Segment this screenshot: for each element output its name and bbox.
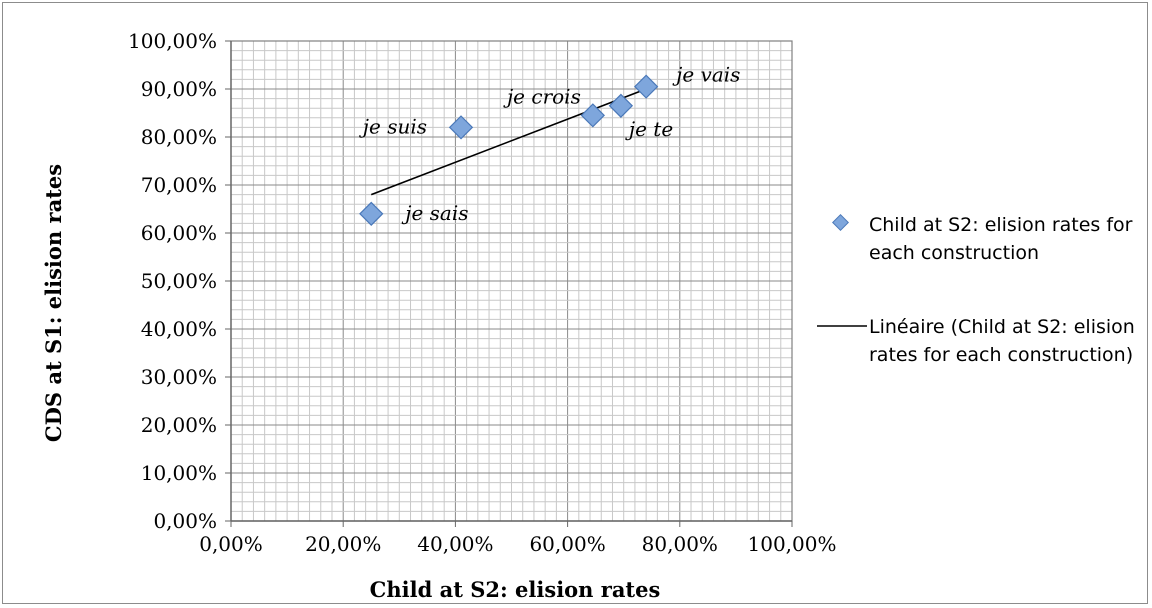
data-point-label: je sais [401,201,468,225]
data-point-label: je te [625,117,673,141]
legend-trendline-label: Linéaire (Child at S2: elision rates for … [869,316,1135,366]
x-tick-label: 60,00% [529,532,605,556]
x-tick-label: 0,00% [199,532,263,556]
data-point-marker [608,93,634,118]
y-tick-label: 40,00% [141,317,217,341]
data-point-marker [359,201,384,226]
x-tick-label: 20,00% [305,532,381,556]
data-points [359,74,659,226]
x-axis-title: Child at S2: elision rates [370,577,661,602]
grid [231,41,792,521]
y-tick-label: 20,00% [141,413,217,437]
data-point-marker [633,74,659,99]
legend-series-marker [832,214,849,231]
data-point-label: je crois [503,84,581,108]
y-tick-label: 50,00% [141,269,217,293]
trendline [370,88,647,196]
legend-series-label: Child at S2: elision rates for each const… [869,214,1133,264]
scatter-chart: 0,00% 20,00% 40,00% 60,00% 80,00% 100,00% 0,0… [41,29,1135,602]
point-labels: je sais je suis je crois je te je vais [359,63,741,225]
y-tick-label: 0,00% [153,509,217,533]
y-tick-label: 70,00% [141,173,217,197]
y-tick-label: 90,00% [141,77,217,101]
data-point-label: je vais [672,63,740,87]
data-point-marker [448,115,474,140]
y-tick-label: 100,00% [128,29,217,53]
y-tick-label: 80,00% [141,125,217,149]
y-tick-label: 60,00% [141,221,217,245]
legend: Child at S2: elision rates for each const… [817,214,1135,366]
x-tick-label: 80,00% [642,532,718,556]
y-tick-label: 30,00% [141,365,217,389]
x-tick-labels: 0,00% 20,00% 40,00% 60,00% 80,00% 100,00% [199,521,836,556]
data-point-marker [580,103,606,128]
x-tick-label: 100,00% [748,532,837,556]
y-tick-label: 10,00% [141,461,217,485]
x-tick-label: 40,00% [417,532,493,556]
y-axis-title: CDS at S1: elision rates [41,164,66,442]
data-point-label: je suis [359,114,427,138]
y-tick-labels: 0,00% 10,00% 20,00% 30,00% 40,00% 50,00% 60,00… [128,29,231,533]
